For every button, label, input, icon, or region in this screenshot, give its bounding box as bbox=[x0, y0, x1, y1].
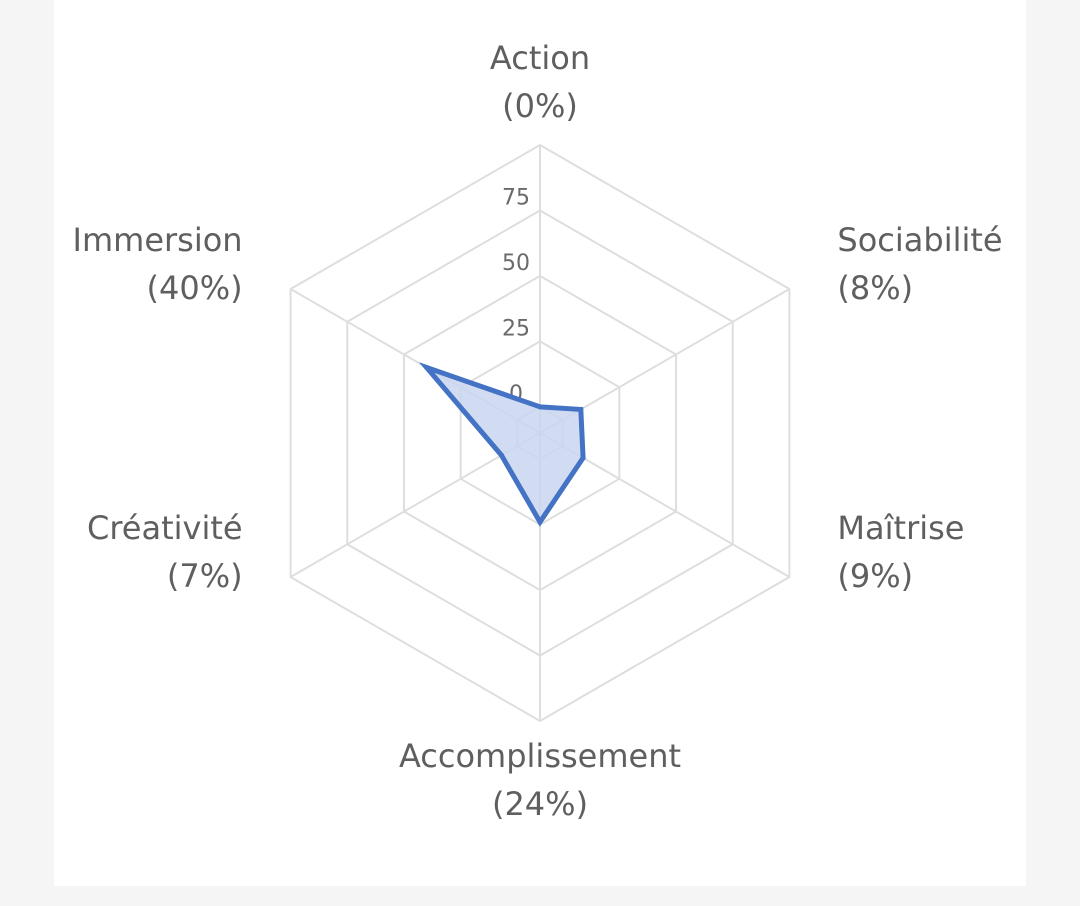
series-0-point-0 bbox=[537, 404, 543, 410]
radial-tick-25: 25 bbox=[502, 316, 530, 341]
series-0-area bbox=[418, 362, 586, 527]
series-0-point-1 bbox=[578, 406, 584, 412]
category-percent-3: (24%) bbox=[492, 785, 588, 823]
category-name-1: Sociabilité bbox=[837, 221, 1002, 259]
category-percent-1: (8%) bbox=[837, 269, 913, 307]
category-label-3: Accomplissement (24%) bbox=[399, 737, 681, 823]
category-percent-0: (0%) bbox=[502, 87, 578, 125]
category-labels: Action (0%) Sociabilité (8%) Maîtrise (9%) Acc… bbox=[73, 39, 1003, 823]
category-percent-5: (40%) bbox=[146, 269, 242, 307]
category-name-2: Maîtrise bbox=[837, 509, 964, 547]
series-layer bbox=[418, 362, 586, 527]
series-0-point-2 bbox=[580, 455, 586, 461]
category-label-0: Action (0%) bbox=[490, 39, 590, 125]
grid-spoke-4 bbox=[290, 432, 541, 578]
category-name-4: Créativité bbox=[87, 509, 243, 547]
category-name-3: Accomplissement bbox=[399, 737, 681, 775]
series-0-point-4 bbox=[498, 452, 504, 458]
category-percent-2: (9%) bbox=[837, 557, 913, 595]
radial-tick-75: 75 bbox=[502, 185, 530, 210]
category-label-2: Maîtrise (9%) bbox=[837, 509, 964, 595]
radial-tick-50: 50 bbox=[502, 251, 530, 276]
series-0-point-5 bbox=[424, 365, 430, 371]
category-label-4: Créativité (7%) bbox=[87, 509, 243, 595]
category-name-0: Action bbox=[490, 39, 590, 77]
category-percent-4: (7%) bbox=[167, 557, 243, 595]
category-name-5: Immersion bbox=[73, 221, 243, 259]
series-0-point-3 bbox=[537, 519, 543, 525]
category-label-1: Sociabilité (8%) bbox=[837, 221, 1002, 307]
category-label-5: Immersion (40%) bbox=[73, 221, 243, 307]
